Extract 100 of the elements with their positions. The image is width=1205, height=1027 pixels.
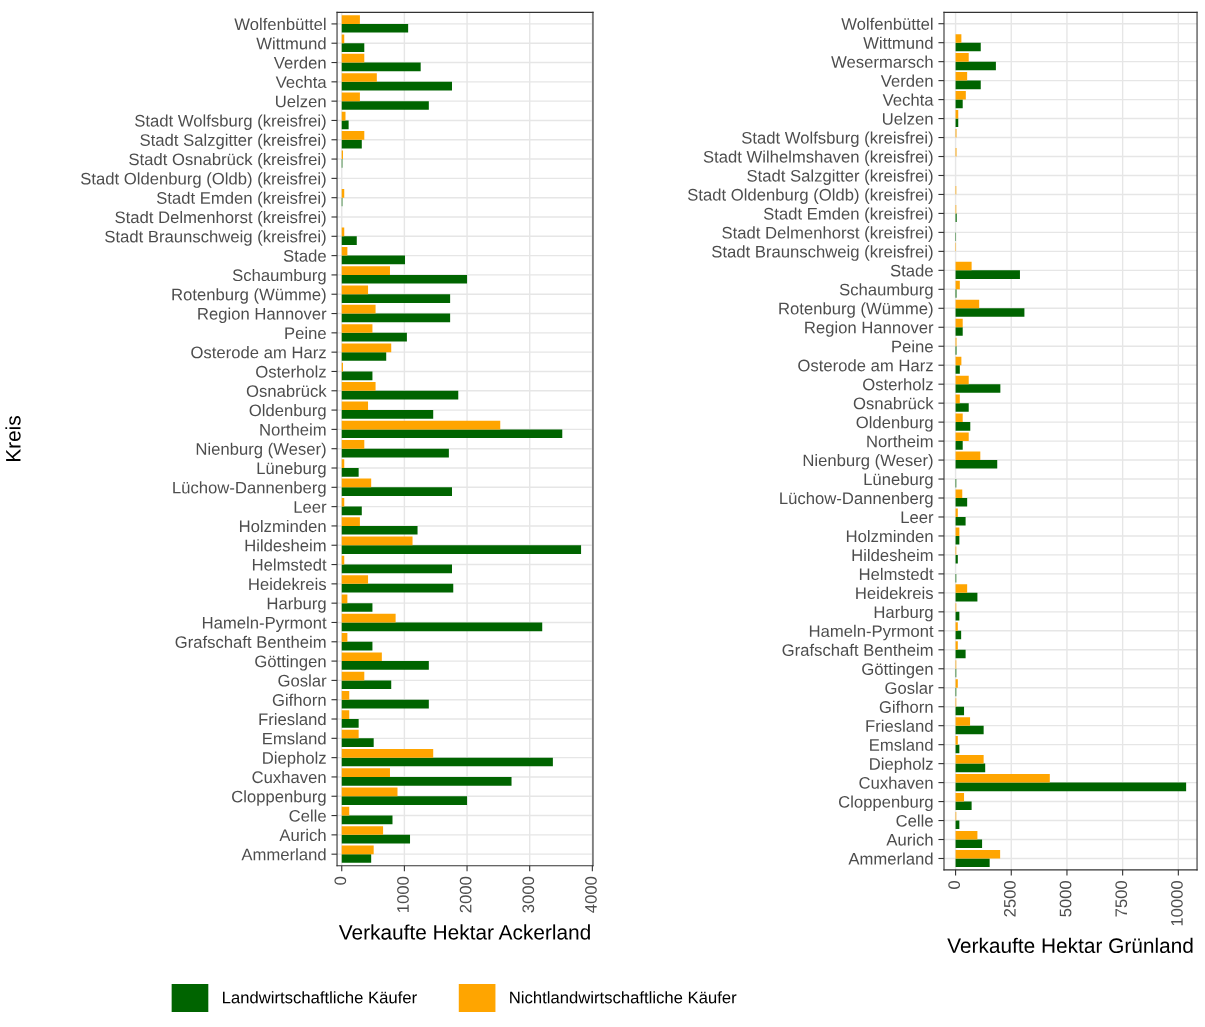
y-tick-label: Hameln-Pyrmont — [202, 616, 327, 632]
y-tick-label: Stadt Oldenburg (Oldb) (kreisfrei) — [687, 188, 933, 204]
y-tick-label: Ammerland — [241, 848, 326, 861]
x-axis-title: Verkaufte Hektar Grünland — [947, 937, 1193, 954]
y-tick-label: Göttingen — [862, 662, 933, 679]
bar — [341, 285, 369, 295]
y-tick-label: Stadt Delmenhorst (kreisfrei) — [722, 226, 933, 242]
y-tick-label: Region Hannover — [198, 307, 327, 324]
bar — [955, 755, 984, 764]
y-tick-label: Diepholz — [263, 751, 326, 768]
y-tick-label: Peine — [892, 340, 933, 353]
bar — [341, 120, 349, 130]
y-tick-label: Lüchow-Dannenberg — [780, 491, 933, 508]
bar — [341, 834, 411, 844]
bar — [341, 826, 384, 835]
y-tick-label: Wolfenbüttel — [841, 17, 933, 30]
bar — [955, 679, 958, 688]
bar — [955, 308, 1025, 317]
bar — [341, 796, 468, 805]
bar — [341, 15, 360, 24]
bar — [341, 332, 407, 342]
bar — [955, 451, 981, 461]
y-tick-label: Osterholz — [256, 365, 326, 378]
y-tick-label: Stadt Braunschweig (kreisfrei) — [712, 245, 933, 261]
y-tick-label: Holzminden — [846, 529, 933, 543]
y-tick-label: Cloppenburg — [838, 795, 933, 812]
y-tick-label: Stade — [890, 264, 933, 277]
bar — [955, 99, 963, 109]
bar — [341, 304, 376, 314]
bar — [341, 352, 387, 361]
bar — [341, 487, 453, 496]
y-tick-label: Wittmund — [863, 36, 933, 49]
bar — [341, 594, 348, 604]
bar — [341, 729, 359, 739]
y-tick-label: Osterholz — [863, 378, 933, 391]
bar — [341, 382, 376, 391]
bar — [955, 327, 963, 336]
bar — [341, 622, 543, 632]
bar — [341, 583, 454, 593]
x-tick-label: 5000 — [1059, 880, 1072, 917]
bar — [955, 489, 963, 499]
bar — [955, 80, 981, 90]
y-tick-label: Leer — [294, 501, 327, 513]
bar — [341, 719, 359, 728]
y-tick-label: Wittmund — [256, 37, 326, 50]
bar — [955, 318, 963, 328]
y-tick-label: Helmstedt — [859, 567, 934, 581]
bar — [341, 710, 350, 720]
bar — [341, 564, 453, 574]
bar — [341, 92, 360, 102]
y-tick-label: Aurich — [886, 833, 933, 846]
bar — [341, 468, 359, 477]
y-tick-label: Rotenburg (Wümme) — [172, 288, 326, 304]
bar — [341, 845, 374, 855]
y-tick-label: Harburg — [267, 597, 326, 613]
x-tick-label: 0 — [948, 880, 961, 889]
bar — [341, 680, 392, 690]
y-tick-label: Schaumburg — [839, 283, 933, 299]
bar — [341, 313, 451, 323]
y-tick-label: Grafschaft Bentheim — [175, 635, 326, 648]
bar — [341, 478, 372, 488]
bar — [341, 371, 373, 381]
y-tick-label: Holzminden — [239, 519, 326, 533]
bar — [955, 375, 969, 385]
y-tick-label: Heidekreis — [249, 577, 327, 591]
bar — [341, 62, 421, 72]
y-tick-label: Friesland — [259, 712, 326, 726]
bar — [955, 441, 963, 450]
bar — [341, 53, 365, 63]
y-tick-label: Celle — [896, 814, 933, 827]
bar — [341, 633, 348, 642]
bar — [955, 649, 966, 659]
bar — [341, 266, 390, 275]
bar — [341, 738, 374, 748]
y-tick-label: Osnabrück — [246, 384, 327, 397]
y-tick-label: Stade — [283, 249, 326, 262]
y-tick-label: Oldenburg — [249, 404, 326, 420]
y-tick-label: Emsland — [263, 732, 326, 745]
y-tick-label: Grafschaft Bentheim — [782, 643, 933, 656]
bar — [955, 498, 968, 507]
y-tick-label: Verden — [880, 74, 933, 87]
y-tick-label: Stadt Wolfsburg (kreisfrei) — [742, 131, 933, 148]
bar — [955, 91, 966, 100]
y-tick-label: Celle — [289, 809, 326, 822]
bar — [341, 517, 360, 526]
bar — [955, 793, 965, 802]
bar — [341, 131, 365, 140]
y-tick-label: Peine — [285, 326, 326, 340]
y-tick-label: Goslar — [278, 674, 327, 687]
y-tick-label: Vechta — [275, 75, 327, 89]
y-axis-title: Kreis — [5, 416, 21, 462]
y-tick-label: Stadt Oldenburg (Oldb) (kreisfrei) — [81, 172, 326, 188]
bar — [955, 42, 981, 52]
y-tick-label: Cuxhaven — [859, 776, 933, 789]
bar — [955, 584, 968, 593]
bar — [955, 830, 978, 840]
y-tick-label: Aurich — [279, 828, 326, 842]
bar — [341, 699, 429, 709]
bar — [955, 763, 986, 773]
legend-label: Nichtlandwirtschaftliche Käufer — [510, 991, 737, 1004]
